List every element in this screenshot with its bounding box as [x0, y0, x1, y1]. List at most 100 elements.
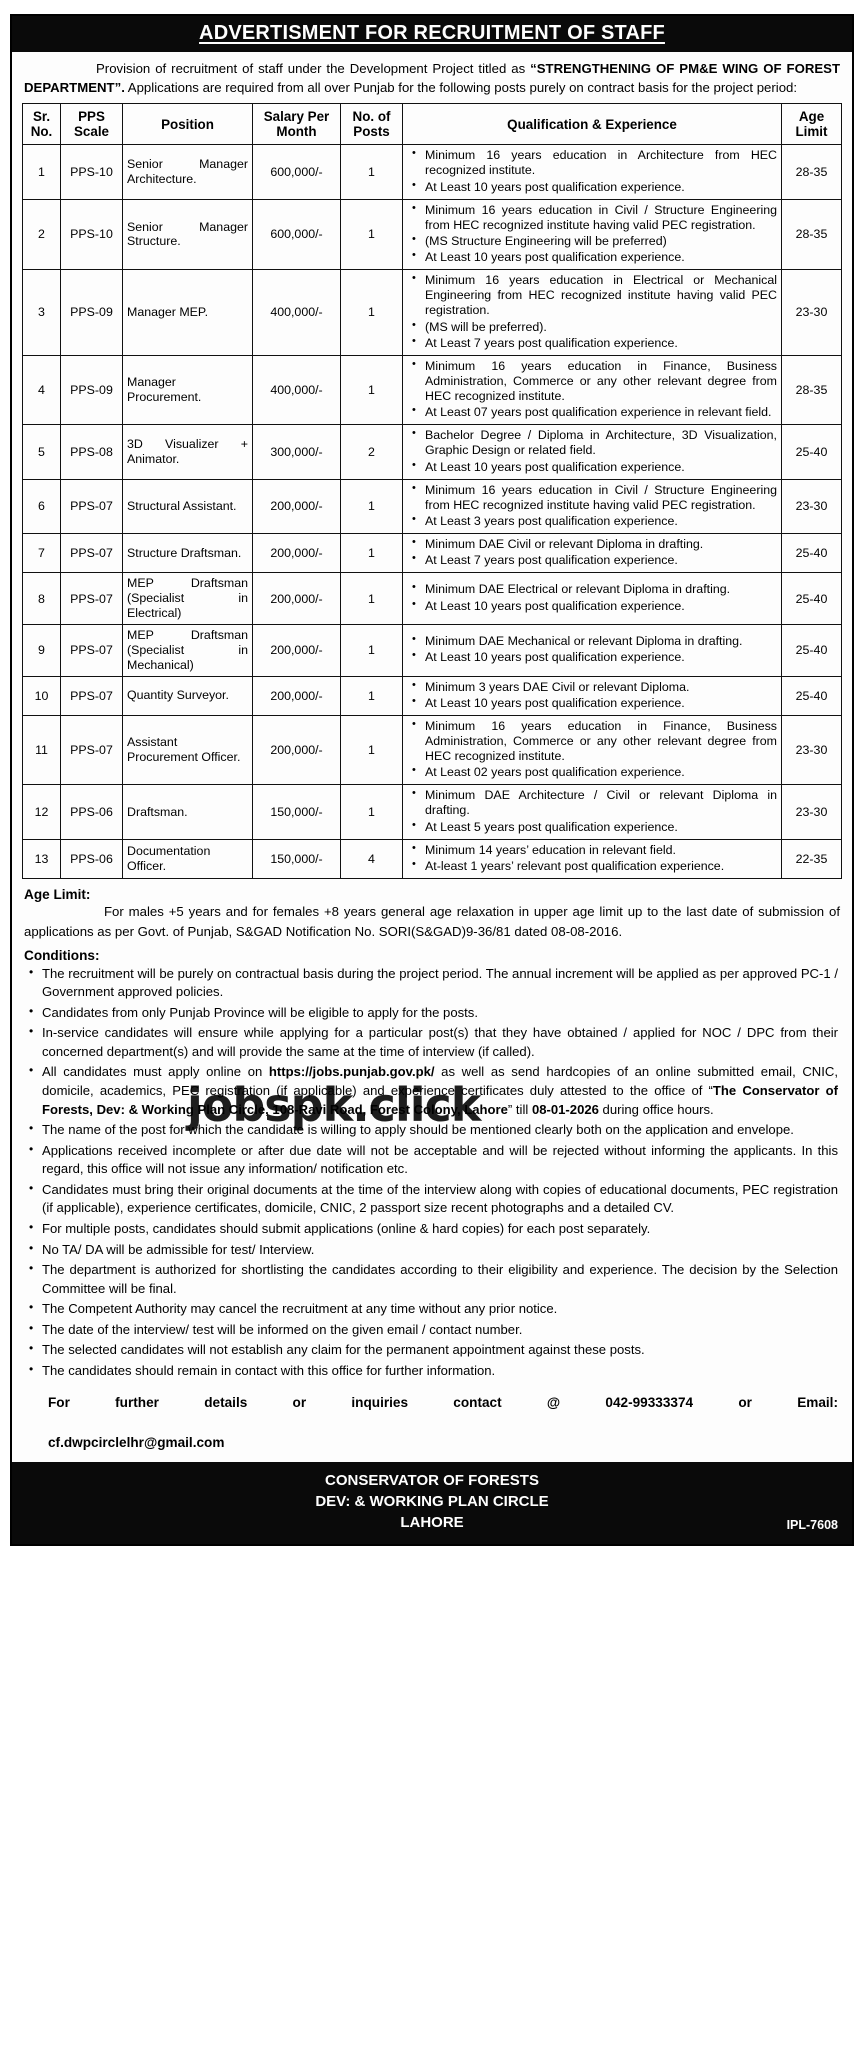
qualification-list: Minimum 16 years education in Electrical… [407, 272, 777, 351]
cell-position: Structural Assistant. [122, 478, 253, 535]
condition-item: The department is authorized for shortli… [29, 1260, 838, 1298]
age-limit-heading: Age Limit: [24, 886, 91, 902]
qualification-list: Minimum 14 years’ education in relevant … [407, 842, 777, 874]
qualification-list: Minimum 16 years education in Civil / St… [407, 202, 777, 266]
qualification-list: Minimum DAE Mechanical or relevant Diplo… [407, 633, 777, 665]
contact-email[interactable]: cf.dwpcirclelhr@gmail.com [48, 1435, 225, 1451]
condition-text: The name of the post for which the candi… [42, 1122, 794, 1138]
footer-line-2: DEV: & WORKING PLAN CIRCLE [315, 1493, 549, 1511]
qualification-item: Minimum 16 years education in Finance, B… [412, 718, 777, 764]
cell-qualification: Minimum DAE Electrical or relevant Diplo… [402, 572, 782, 625]
cell-qualification: Minimum 16 years education in Civil / St… [402, 478, 782, 535]
qualification-item: Minimum 16 years education in Electrical… [412, 272, 777, 318]
table-row: 5 PPS-08 3D Visualizer + Animator. 300,000/… [22, 424, 842, 480]
table-row: 2 PPS-10 Senior Manager Structure. 600,000/… [22, 198, 842, 271]
cell-pps-scale: PPS-09 [60, 354, 123, 426]
cell-age-limit: 25-40 [781, 623, 842, 677]
qualification-item: Minimum DAE Civil or relevant Diploma in… [412, 536, 777, 552]
header-banner: ADVERTISMENT FOR RECRUITMENT OF STAFF [12, 16, 852, 52]
condition-item: The selected candidates will not establi… [29, 1341, 838, 1360]
col-header-salary: Salary Per Month [252, 103, 341, 146]
condition-text: The candidates should remain in contact … [42, 1363, 496, 1379]
cell-qualification: Minimum DAE Civil or relevant Diploma in… [402, 533, 782, 574]
cell-position: Documentation Officer. [122, 838, 253, 879]
qualification-item: At Least 10 years post qualification exp… [412, 695, 777, 711]
condition-text: Candidates must bring their original doc… [42, 1181, 838, 1216]
cell-salary: 200,000/- [252, 478, 341, 535]
cell-qualification: Minimum 14 years’ education in relevant … [402, 838, 782, 879]
cell-pps-scale: PPS-07 [60, 675, 123, 716]
cell-qualification: Minimum DAE Architecture / Civil or rele… [402, 784, 782, 840]
cell-salary: 200,000/- [252, 572, 341, 625]
qualification-item: Minimum 16 years education in Civil / St… [412, 202, 777, 233]
cell-age-limit: 25-40 [781, 572, 842, 625]
col-header-qualification: Qualification & Experience [402, 103, 782, 146]
cell-salary: 200,000/- [252, 714, 341, 786]
condition-emphasis: The Conservator of Forests, Dev: & Worki… [42, 1082, 839, 1117]
qualification-item: Minimum 3 years DAE Civil or relevant Di… [412, 679, 777, 695]
qualification-list: Minimum DAE Architecture / Civil or rele… [407, 787, 777, 834]
cell-no-of-posts: 1 [340, 144, 403, 200]
table-row: 8 PPS-07 MEP Draftsman (Specialist in Elec… [22, 572, 842, 625]
col-header-posts: No. of Posts [340, 103, 403, 146]
cell-position: Draftsman. [122, 784, 253, 840]
cell-sr-no: 7 [22, 533, 61, 574]
cell-salary: 150,000/- [252, 838, 341, 879]
cell-age-limit: 25-40 [781, 533, 842, 574]
cell-age-limit: 23-30 [781, 714, 842, 786]
qualification-item: At Least 7 years post qualification expe… [412, 552, 777, 568]
condition-item: Candidates must bring their original doc… [29, 1180, 838, 1218]
condition-item: No TA/ DA will be admissible for test/ I… [29, 1240, 838, 1260]
cell-salary: 200,000/- [252, 623, 341, 677]
condition-text: In-service candidates will ensure while … [42, 1025, 838, 1059]
jobs-table: Sr. No. PPS Scale Position Salary Per Mo… [22, 103, 842, 879]
qualification-item: Minimum DAE Architecture / Civil or rele… [412, 787, 777, 818]
table-header-row: Sr. No. PPS Scale Position Salary Per Mo… [22, 103, 842, 146]
qualification-item: Minimum 16 years education in Architectu… [412, 147, 777, 178]
footer-reference-code: IPL-7608 [786, 1517, 838, 1532]
cell-age-limit: 22-35 [781, 838, 842, 879]
condition-item: The date of the interview/ test will be … [29, 1320, 838, 1340]
cell-no-of-posts: 1 [340, 269, 403, 356]
cell-qualification: Minimum 16 years education in Electrical… [402, 269, 782, 356]
cell-pps-scale: PPS-07 [60, 572, 123, 625]
condition-text: during office hours. [598, 1101, 714, 1117]
condition-item: The Competent Authority may cancel the r… [29, 1299, 838, 1319]
condition-text: The date of the interview/ test will be … [42, 1321, 523, 1337]
cell-pps-scale: PPS-07 [60, 623, 123, 677]
age-limit-text: For males +5 years and for females +8 ye… [24, 903, 840, 939]
cell-qualification: Minimum 16 years education in Finance, B… [402, 354, 782, 426]
cell-position: MEP Draftsman (Specialist in Electrical) [122, 572, 253, 625]
jobs-table-header: Sr. No. PPS Scale Position Salary Per Mo… [22, 103, 842, 146]
cell-position: Quantity Surveyor. [122, 675, 253, 716]
cell-qualification: Minimum 16 years education in Finance, B… [402, 714, 782, 786]
cell-sr-no: 12 [22, 784, 61, 840]
table-row: 9 PPS-07 MEP Draftsman (Specialist in Mech… [22, 623, 842, 677]
jobs-table-body: 1 PPS-10 Senior Manager Architecture. 600,0… [22, 144, 842, 879]
cell-no-of-posts: 1 [340, 198, 403, 271]
condition-text: The selected candidates will not establi… [42, 1342, 645, 1358]
table-row: 13 PPS-06 Documentation Officer. 150,000/- 4… [22, 838, 842, 879]
condition-emphasis: 08-01-2026 [531, 1101, 599, 1117]
cell-age-limit: 25-40 [781, 424, 842, 480]
intro-text-part2: Applications are required from all over … [124, 80, 798, 96]
contact-line-1: For further details or inquiries contact… [48, 1394, 838, 1410]
cell-position: Assistant Procurement Officer. [122, 714, 253, 786]
cell-pps-scale: PPS-10 [60, 144, 123, 200]
condition-emphasis: https://jobs.punjab.gov.pk/ [268, 1064, 435, 1080]
qualification-list: Minimum DAE Electrical or relevant Diplo… [407, 581, 777, 613]
col-header-position: Position [122, 103, 253, 146]
cell-salary: 150,000/- [252, 784, 341, 840]
condition-text: The Competent Authority may cancel the r… [42, 1301, 558, 1317]
condition-item: The candidates should remain in contact … [29, 1361, 838, 1381]
cell-no-of-posts: 1 [340, 714, 403, 786]
cell-position: Senior Manager Architecture. [122, 144, 253, 200]
qualification-list: Minimum 16 years education in Finance, B… [407, 718, 777, 781]
qualification-item: At Least 02 years post qualification exp… [412, 764, 777, 780]
qualification-item: Minimum 14 years’ education in relevant … [412, 842, 777, 858]
table-row: 11 PPS-07 Assistant Procurement Officer. 20… [22, 714, 842, 786]
